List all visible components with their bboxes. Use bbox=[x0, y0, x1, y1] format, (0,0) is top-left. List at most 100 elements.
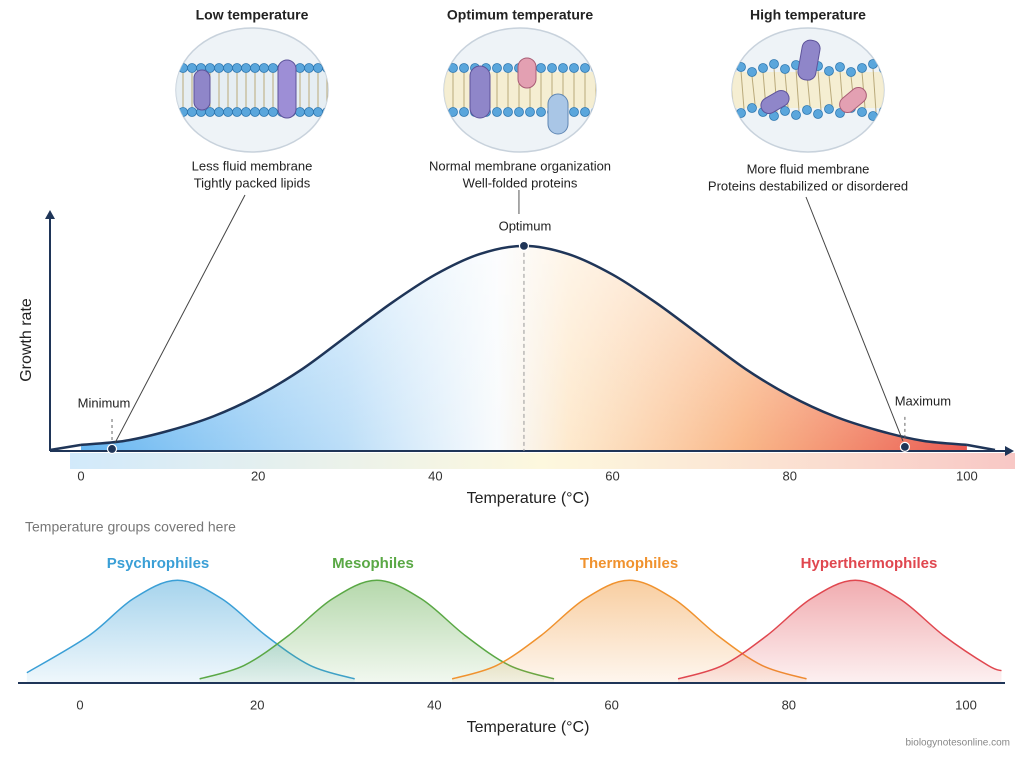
lipid-head bbox=[459, 63, 469, 73]
curve-tail bbox=[966, 443, 996, 452]
x-tick-label: 20 bbox=[251, 468, 265, 483]
x-axis-arrow bbox=[1005, 446, 1014, 456]
lipid-head bbox=[558, 63, 568, 73]
lipid-head bbox=[503, 107, 513, 117]
protein bbox=[517, 57, 537, 89]
lipid-tail bbox=[828, 74, 833, 106]
lipid-head bbox=[857, 63, 867, 73]
lipid-head bbox=[444, 63, 447, 73]
protein bbox=[797, 39, 821, 81]
panel-caption: Tightly packed lipids bbox=[194, 175, 311, 190]
lipid-head bbox=[223, 107, 233, 117]
lipid-head bbox=[492, 107, 502, 117]
protein bbox=[547, 93, 569, 135]
point-marker bbox=[899, 441, 910, 452]
x-tick-label: 100 bbox=[956, 468, 978, 483]
lipid-head bbox=[791, 110, 801, 120]
lipid-head bbox=[259, 63, 269, 73]
point-marker bbox=[106, 443, 118, 455]
series-name: Thermophiles bbox=[580, 555, 678, 572]
protein bbox=[193, 69, 211, 111]
panel-title: Optimum temperature bbox=[447, 7, 593, 23]
lipid-head bbox=[569, 107, 579, 117]
source: biologynotesonline.com bbox=[905, 738, 1010, 749]
x-tick-label: 80 bbox=[782, 468, 796, 483]
panel-caption: Proteins destabilized or disordered bbox=[708, 178, 908, 193]
x-tick-label: 20 bbox=[250, 697, 264, 712]
protein bbox=[760, 90, 790, 114]
lipid-head bbox=[492, 63, 502, 73]
x-tick-label: 80 bbox=[782, 697, 796, 712]
y-axis-label: Growth rate bbox=[18, 298, 35, 382]
lipid-head bbox=[176, 63, 179, 73]
lipid-head bbox=[187, 107, 197, 117]
point-label: Maximum bbox=[895, 393, 951, 408]
lipid-head bbox=[857, 107, 867, 117]
lipid-head bbox=[178, 63, 188, 73]
group-curve bbox=[677, 579, 1002, 680]
lipid-head bbox=[304, 63, 314, 73]
lipid-head bbox=[295, 63, 305, 73]
membrane-illustration bbox=[731, 27, 885, 153]
panel-caption: More fluid membrane bbox=[747, 161, 870, 176]
x-tick-label: 0 bbox=[76, 697, 83, 712]
lipid-head bbox=[580, 63, 590, 73]
lipid-head bbox=[503, 63, 513, 73]
lipid-tail bbox=[740, 70, 745, 110]
lipid-head bbox=[547, 63, 557, 73]
lipid-head bbox=[178, 107, 188, 117]
curve-tail bbox=[49, 443, 82, 452]
x-tick-label: 60 bbox=[604, 697, 618, 712]
point-marker bbox=[518, 240, 530, 251]
baseline-glow bbox=[70, 453, 1015, 469]
lipid-head bbox=[736, 108, 746, 118]
lipid-head bbox=[835, 62, 845, 72]
panel-title: Low temperature bbox=[196, 7, 309, 23]
membrane-illustration bbox=[443, 27, 597, 153]
protein bbox=[469, 65, 491, 119]
lipid-head bbox=[536, 107, 546, 117]
lipid-head bbox=[846, 67, 856, 77]
curve-fill-fade bbox=[81, 245, 967, 451]
membrane-illustration bbox=[175, 27, 329, 153]
lipid-head bbox=[824, 66, 834, 76]
x-tick-label: 100 bbox=[955, 697, 977, 712]
lipid-head bbox=[758, 63, 768, 73]
panel-title: High temperature bbox=[750, 7, 866, 23]
panel-caption: Well-folded proteins bbox=[463, 175, 578, 190]
x-axis-label: Temperature (°C) bbox=[467, 719, 590, 736]
lipid-head bbox=[313, 107, 323, 117]
panel-callout bbox=[114, 194, 246, 444]
y-axis-arrow bbox=[45, 210, 55, 219]
lipid-head bbox=[525, 107, 535, 117]
lipid-tail bbox=[872, 67, 877, 113]
lipid-head bbox=[780, 64, 790, 74]
lipid-tail bbox=[795, 68, 800, 112]
lipid-head bbox=[580, 107, 590, 117]
lipid-head bbox=[187, 63, 197, 73]
panel-callout bbox=[805, 196, 904, 442]
group-fill bbox=[452, 580, 807, 683]
lipid-head bbox=[802, 105, 812, 115]
lipid-head bbox=[736, 62, 746, 72]
series-name: Psychrophiles bbox=[107, 555, 210, 572]
point-label: Minimum bbox=[78, 395, 131, 410]
lipid-head bbox=[259, 107, 269, 117]
lipid-head bbox=[250, 107, 260, 117]
lipid-head bbox=[824, 104, 834, 114]
lipid-head bbox=[747, 103, 757, 113]
lipid-head bbox=[313, 63, 323, 73]
lipid-head bbox=[459, 107, 469, 117]
lipid-head bbox=[304, 107, 314, 117]
lipid-head bbox=[232, 107, 242, 117]
lipid-head bbox=[232, 63, 242, 73]
lipid-head bbox=[241, 63, 251, 73]
point-label: Optimum bbox=[499, 218, 552, 233]
panel-caption: Normal membrane organization bbox=[429, 158, 611, 173]
lipid-tail bbox=[817, 69, 822, 111]
lipid-head bbox=[732, 104, 735, 114]
lipid-head bbox=[176, 107, 179, 117]
x-tick-label: 0 bbox=[77, 468, 84, 483]
lipid-head bbox=[444, 107, 447, 117]
